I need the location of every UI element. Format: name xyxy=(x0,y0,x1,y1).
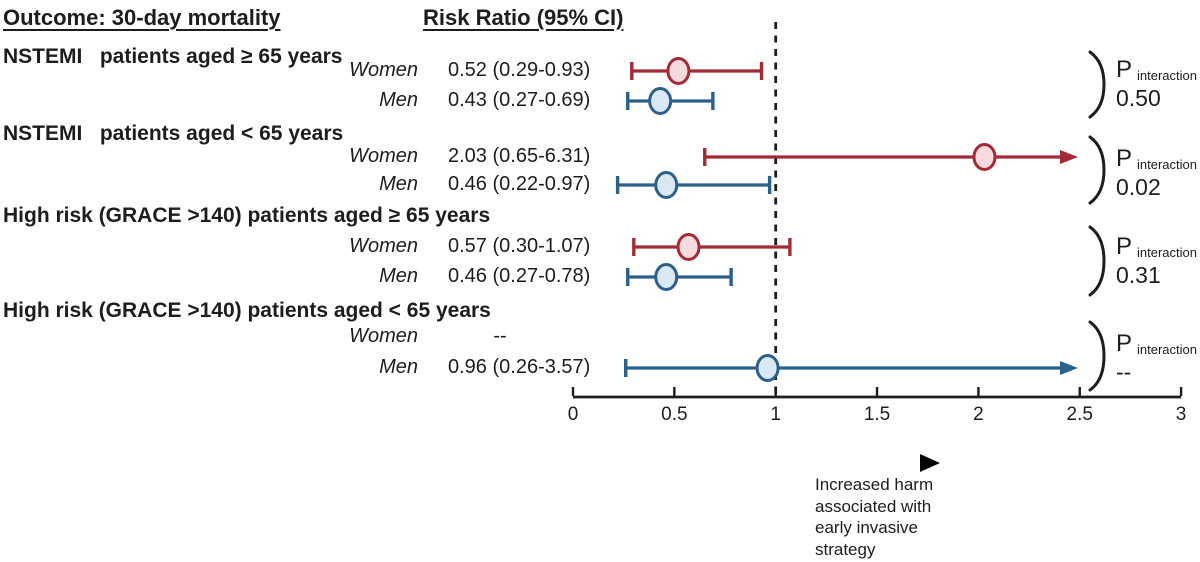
x-tick-label: 1.5 xyxy=(864,404,890,425)
x-tick-label: 1 xyxy=(770,404,781,425)
estimate-value: 2.03 (0.65-6.31) xyxy=(448,145,591,167)
ci-arrowhead xyxy=(1060,361,1078,375)
p-label-subscript: interaction xyxy=(1137,157,1197,172)
arrow-annotation-line: early invasive xyxy=(815,518,918,537)
p-label-main: P xyxy=(1116,56,1133,83)
sex-label: Men xyxy=(379,356,418,378)
sex-label: Women xyxy=(349,325,418,347)
point-estimate-marker xyxy=(972,143,997,171)
x-tick-label: 0.5 xyxy=(661,404,687,425)
group-header: NSTEMI patients aged < 65 years xyxy=(3,122,344,145)
p-interaction-value: 0.02 xyxy=(1116,174,1161,200)
point-estimate-marker xyxy=(654,263,679,291)
group-header: NSTEMI patients aged ≥ 65 years xyxy=(3,45,343,68)
point-estimate-marker xyxy=(676,233,701,261)
ci-arrowhead xyxy=(1060,150,1078,164)
outcome-title: Outcome: 30-day mortality xyxy=(3,5,281,30)
p-interaction-value: -- xyxy=(1116,359,1132,385)
x-tick-label: 2.5 xyxy=(1067,404,1093,425)
estimate-value: 0.57 (0.30-1.07) xyxy=(448,235,591,257)
estimate-value: 0.46 (0.22-0.97) xyxy=(448,173,591,195)
p-interaction-bracket xyxy=(1088,135,1106,205)
p-label-subscript: interaction xyxy=(1137,342,1197,357)
estimate-value: 0.43 (0.27-0.69) xyxy=(448,89,591,111)
p-label-subscript: interaction xyxy=(1137,68,1197,83)
arrow-annotation-line: strategy xyxy=(815,539,876,559)
sex-label: Men xyxy=(379,173,418,195)
estimate-value: 0.46 (0.27-0.78) xyxy=(448,265,591,287)
p-interaction-bracket xyxy=(1088,320,1106,392)
point-estimate-marker xyxy=(654,171,679,199)
point-estimate-marker xyxy=(666,57,691,85)
point-estimate-marker xyxy=(648,87,673,115)
p-interaction-value: 0.50 xyxy=(1116,85,1161,111)
sex-label: Women xyxy=(349,59,418,81)
group-header: High risk (GRACE >140) patients aged < 6… xyxy=(3,299,491,322)
p-label-main: P xyxy=(1116,233,1133,260)
p-label-subscript: interaction xyxy=(1137,245,1197,260)
p-interaction-bracket xyxy=(1088,225,1106,297)
risk-ratio-title: Risk Ratio (95% CI) xyxy=(423,5,624,30)
sex-label: Women xyxy=(349,235,418,257)
p-interaction-value: 0.31 xyxy=(1116,262,1161,288)
x-tick-label: 3 xyxy=(1176,404,1187,425)
estimate-value: 0.52 (0.29-0.93) xyxy=(448,59,591,81)
arrow-annotation: Increased harm associated with early inv… xyxy=(815,474,933,560)
sex-label: Women xyxy=(349,145,418,167)
p-interaction-bracket xyxy=(1088,50,1106,119)
arrow-annotation-line: associated with xyxy=(815,496,932,516)
point-estimate-marker xyxy=(755,354,780,382)
group-header: High risk (GRACE >140) patients aged ≥ 6… xyxy=(3,204,491,227)
x-tick-label: 0 xyxy=(568,404,579,425)
estimate-value: 0.96 (0.26-3.57) xyxy=(448,356,591,378)
harm-arrow-head xyxy=(920,454,940,472)
arrow-annotation-line: Increased harm xyxy=(815,475,934,494)
estimate-value: -- xyxy=(493,325,507,347)
p-label-main: P xyxy=(1116,330,1133,357)
p-label-main: P xyxy=(1116,145,1133,172)
x-tick-label: 2 xyxy=(973,404,984,425)
sex-label: Men xyxy=(379,89,418,111)
sex-label: Men xyxy=(379,265,418,287)
